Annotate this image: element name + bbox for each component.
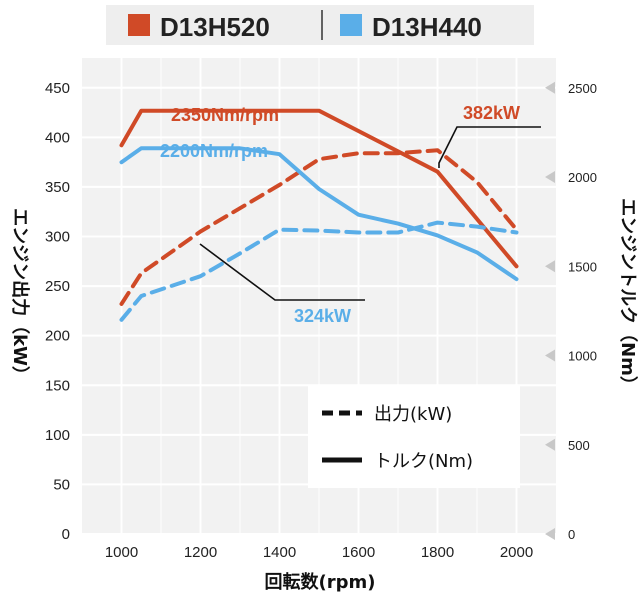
x-ticks: 1000 1200 1400 1600 1800 2000 — [105, 544, 533, 561]
y-tick-label-left: 50 — [53, 476, 70, 493]
legend-label-d13h520: D13H520 — [160, 12, 270, 42]
y-tick-label-right: 500 — [568, 438, 590, 453]
y-tick-label-left: 300 — [45, 229, 70, 246]
annotation-382kw: 382kW — [463, 103, 520, 123]
annotation-2200nm: 2200Nm/rpm — [160, 141, 268, 161]
callout-line-382kw — [438, 126, 541, 168]
callout-line-324kw — [199, 243, 365, 301]
legend-label-d13h440: D13H440 — [372, 12, 482, 42]
y-tick-label-left: 400 — [45, 129, 70, 146]
y-tick-label-left: 0 — [62, 526, 70, 543]
style-legend-box — [308, 386, 520, 488]
y-tick-marker-right — [545, 171, 555, 184]
y-tick-marker-right — [545, 438, 555, 451]
y-tick-label-left: 150 — [45, 377, 70, 394]
series — [119, 108, 519, 322]
y-tick-label-left: 450 — [45, 80, 70, 97]
y-tick-marker-right — [545, 260, 555, 273]
x-tick-label: 1400 — [263, 544, 296, 561]
y-tick-marker-right — [545, 349, 555, 362]
y-tick-label-left: 100 — [45, 427, 70, 444]
y-tick-label-left: 350 — [45, 179, 70, 196]
series-d13h520-power — [119, 148, 519, 306]
y-tick-label-left: 200 — [45, 328, 70, 345]
legend-swatch-d13h520 — [128, 14, 150, 36]
y-tick-label-left: 250 — [45, 278, 70, 295]
x-tick-label: 1600 — [342, 544, 375, 561]
y-tick-label-right: 2000 — [568, 170, 597, 185]
y-tick-label-right: 1500 — [568, 259, 597, 274]
style-legend-power-label: 出力(kW) — [374, 404, 452, 425]
y-ticks-right: 0 500 1000 1500 2000 2500 — [545, 81, 597, 542]
legend-swatch-d13h440 — [340, 14, 362, 36]
y-ticks-left: 0 50 100 150 200 250 300 350 400 450 — [45, 80, 70, 543]
style-legend-torque-label: トルク(Nm) — [374, 451, 473, 472]
y-axis-left-title: エンジン出力（kW） — [9, 208, 31, 384]
x-tick-label: 2000 — [500, 544, 533, 561]
x-axis-title: 回転数(rpm) — [265, 571, 376, 593]
series-d13h440-torque — [119, 146, 519, 282]
series-d13h520-torque — [119, 108, 519, 269]
y-tick-label-right: 0 — [568, 527, 575, 542]
series-d13h440-power — [119, 220, 519, 322]
y-tick-marker-right — [545, 528, 555, 540]
y-axis-right-title: エンジントルク（Nm） — [617, 198, 638, 394]
x-tick-label: 1000 — [105, 544, 138, 561]
y-tick-label-right: 2500 — [568, 81, 597, 96]
x-tick-label: 1200 — [184, 544, 217, 561]
y-tick-marker-right — [545, 81, 555, 94]
legend-banner — [106, 5, 534, 45]
x-tick-label: 1800 — [421, 544, 454, 561]
y-tick-label-right: 1000 — [568, 349, 597, 364]
annotation-324kw: 324kW — [294, 306, 351, 326]
annotation-2350nm: 2350Nm/rpm — [171, 105, 279, 125]
